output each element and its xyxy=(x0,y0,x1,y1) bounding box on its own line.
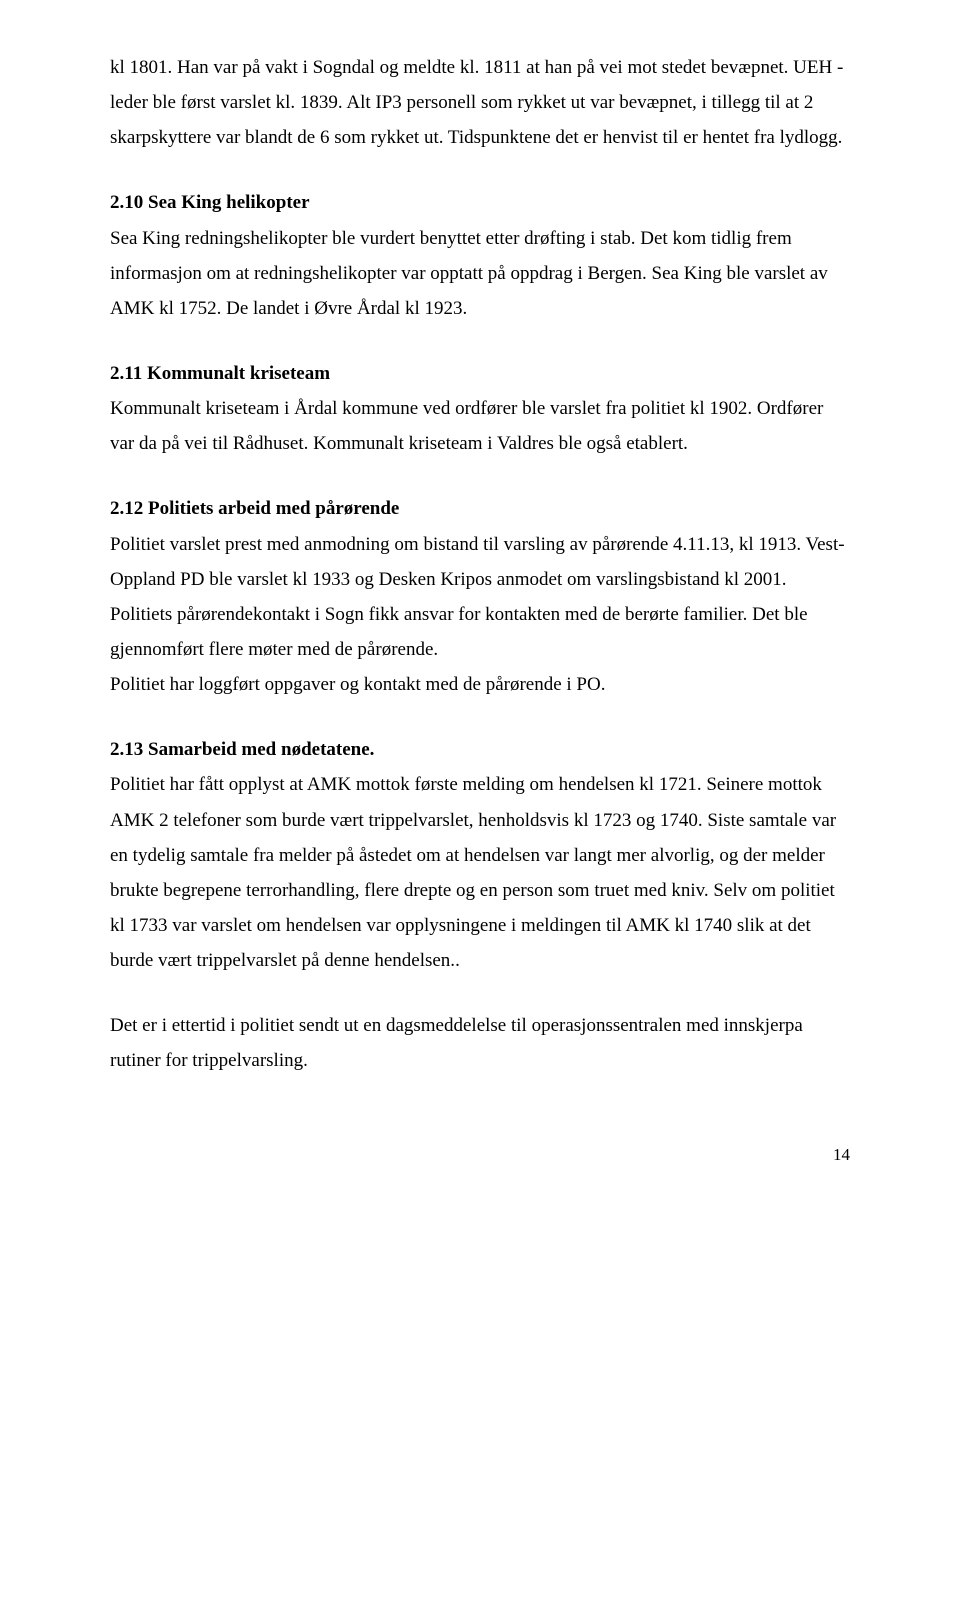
intro-paragraph: kl 1801. Han var på vakt i Sogndal og me… xyxy=(110,50,850,155)
body-2-10: Sea King redningshelikopter ble vurdert … xyxy=(110,221,850,326)
body-2-11: Kommunalt kriseteam i Årdal kommune ved … xyxy=(110,391,850,461)
body-2-13: Politiet har fått opplyst at AMK mottok … xyxy=(110,767,850,978)
body-2-13-period: . xyxy=(455,950,460,971)
heading-2-11: 2.11 Kommunalt kriseteam xyxy=(110,356,850,391)
page-number: 14 xyxy=(110,1139,850,1170)
heading-2-12: 2.12 Politiets arbeid med pårørende xyxy=(110,491,850,526)
heading-2-13: 2.13 Samarbeid med nødetatene. xyxy=(110,732,850,767)
body-2-13-tail: Det er i ettertid i politiet sendt ut en… xyxy=(110,1008,850,1078)
heading-2-10: 2.10 Sea King helikopter xyxy=(110,185,850,220)
body-2-12: Politiet varslet prest med anmodning om … xyxy=(110,527,850,703)
body-2-13-main: Politiet har fått opplyst at AMK mottok … xyxy=(110,774,836,971)
